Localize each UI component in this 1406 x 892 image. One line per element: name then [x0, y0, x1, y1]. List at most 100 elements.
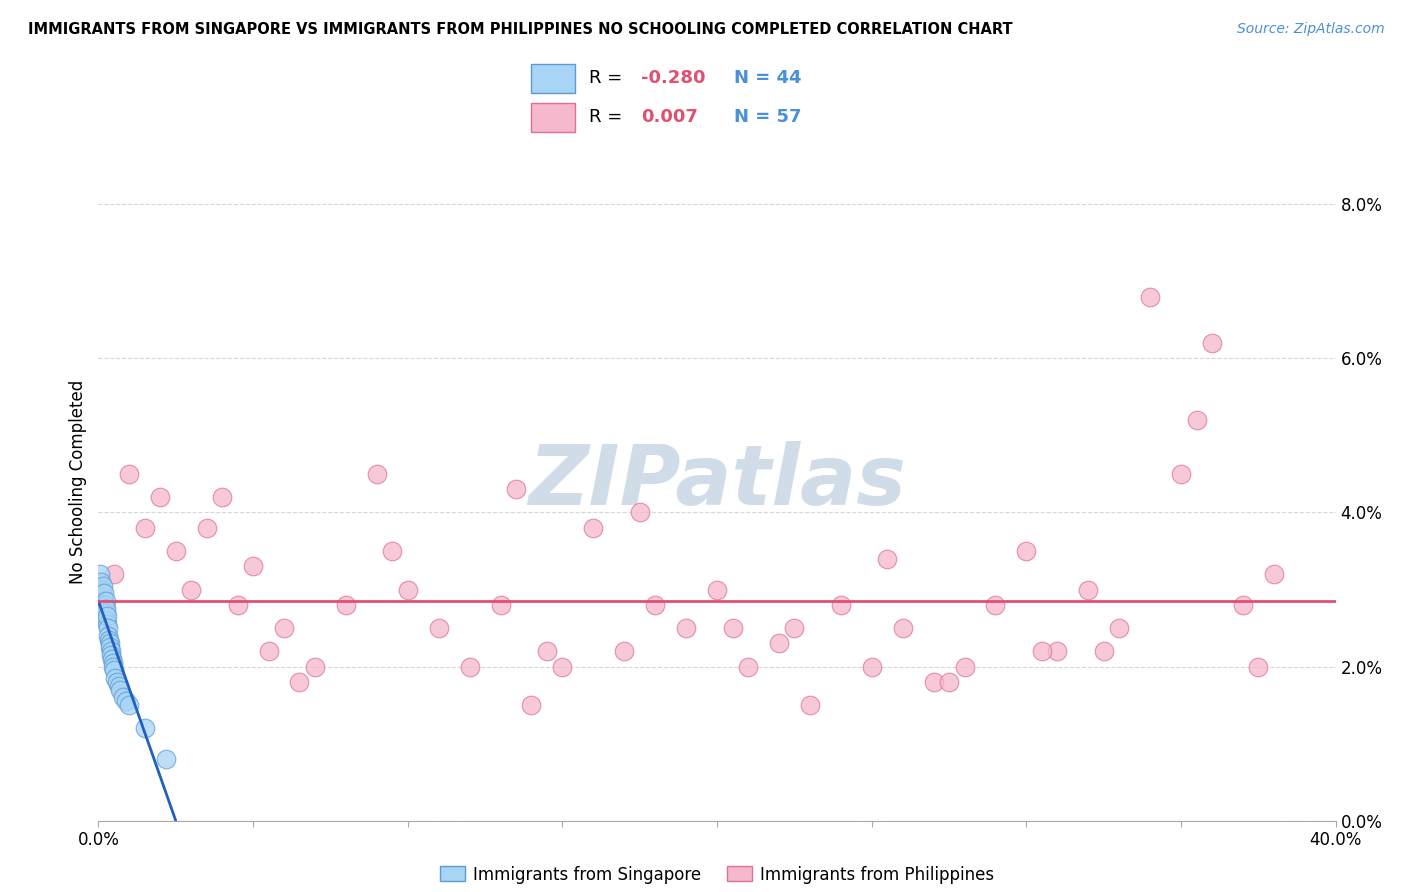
Point: [89, 567, 111, 582]
Point: [427, 621, 450, 635]
Point: [97, 629, 120, 643]
Point: [721, 621, 744, 635]
Point: [211, 490, 233, 504]
Point: [458, 659, 481, 673]
Text: -0.280: -0.280: [641, 70, 706, 87]
Point: [93, 606, 115, 620]
Point: [155, 752, 177, 766]
Point: [505, 483, 527, 497]
Point: [1139, 290, 1161, 304]
Bar: [530, 64, 575, 94]
Text: ZIPatlas: ZIPatlas: [529, 442, 905, 522]
Text: 0.007: 0.007: [641, 109, 697, 127]
Point: [93, 586, 115, 600]
Point: [922, 675, 945, 690]
Point: [96, 609, 118, 624]
Point: [675, 621, 697, 635]
Point: [1031, 644, 1053, 658]
Point: [93, 594, 115, 608]
Point: [90, 574, 112, 589]
Point: [108, 682, 131, 697]
Point: [101, 656, 124, 670]
Point: [93, 598, 115, 612]
Point: [180, 582, 202, 597]
Point: [91, 602, 114, 616]
Point: [134, 721, 156, 735]
Point: [938, 675, 960, 690]
Point: [97, 632, 120, 647]
Point: [366, 467, 388, 481]
Point: [1092, 644, 1115, 658]
Point: [94, 606, 117, 620]
Point: [97, 621, 120, 635]
Point: [1201, 336, 1223, 351]
Point: [195, 521, 218, 535]
Point: [860, 659, 883, 673]
Bar: [530, 103, 575, 132]
Text: IMMIGRANTS FROM SINGAPORE VS IMMIGRANTS FROM PHILIPPINES NO SCHOOLING COMPLETED : IMMIGRANTS FROM SINGAPORE VS IMMIGRANTS …: [28, 22, 1012, 37]
Point: [118, 698, 141, 712]
Point: [1108, 621, 1130, 635]
Text: R =: R =: [589, 70, 628, 87]
Point: [396, 582, 419, 597]
Point: [1263, 567, 1285, 582]
Point: [1185, 413, 1208, 427]
Point: [706, 582, 728, 597]
Point: [103, 567, 125, 582]
Point: [1247, 659, 1270, 673]
Point: [304, 659, 326, 673]
Point: [381, 544, 404, 558]
Point: [104, 671, 127, 685]
Point: [89, 598, 111, 612]
Point: [799, 698, 821, 712]
Point: [273, 621, 295, 635]
Point: [242, 559, 264, 574]
Point: [288, 675, 311, 690]
Point: [94, 594, 117, 608]
Point: [103, 664, 125, 678]
Point: [551, 659, 574, 673]
Point: [134, 521, 156, 535]
Point: [226, 598, 249, 612]
Point: [335, 598, 357, 612]
Point: [100, 648, 122, 662]
Point: [876, 551, 898, 566]
Point: [98, 636, 121, 650]
Point: [891, 621, 914, 635]
Point: [1046, 644, 1069, 658]
Point: [165, 544, 187, 558]
Point: [98, 640, 121, 655]
Y-axis label: No Schooling Completed: No Schooling Completed: [69, 380, 87, 583]
Text: Source: ZipAtlas.com: Source: ZipAtlas.com: [1237, 22, 1385, 37]
Point: [96, 617, 118, 632]
Point: [90, 606, 112, 620]
Point: [90, 582, 112, 597]
Point: [101, 652, 124, 666]
Point: [112, 690, 135, 705]
Point: [768, 636, 790, 650]
Point: [613, 644, 636, 658]
Point: [520, 698, 543, 712]
Point: [96, 613, 118, 627]
Point: [149, 490, 172, 504]
Point: [118, 467, 141, 481]
Legend: Immigrants from Singapore, Immigrants from Philippines: Immigrants from Singapore, Immigrants fr…: [433, 859, 1001, 890]
Point: [90, 591, 112, 605]
Point: [94, 609, 117, 624]
Point: [536, 644, 558, 658]
Point: [100, 644, 122, 658]
Point: [96, 602, 118, 616]
Point: [984, 598, 1007, 612]
Point: [103, 659, 125, 673]
Text: N = 57: N = 57: [734, 109, 801, 127]
Point: [489, 598, 512, 612]
Point: [628, 506, 651, 520]
Point: [953, 659, 976, 673]
Point: [94, 602, 117, 616]
Text: R =: R =: [589, 109, 628, 127]
Point: [1077, 582, 1099, 597]
Point: [644, 598, 666, 612]
Point: [91, 586, 114, 600]
Point: [830, 598, 852, 612]
Point: [93, 579, 115, 593]
